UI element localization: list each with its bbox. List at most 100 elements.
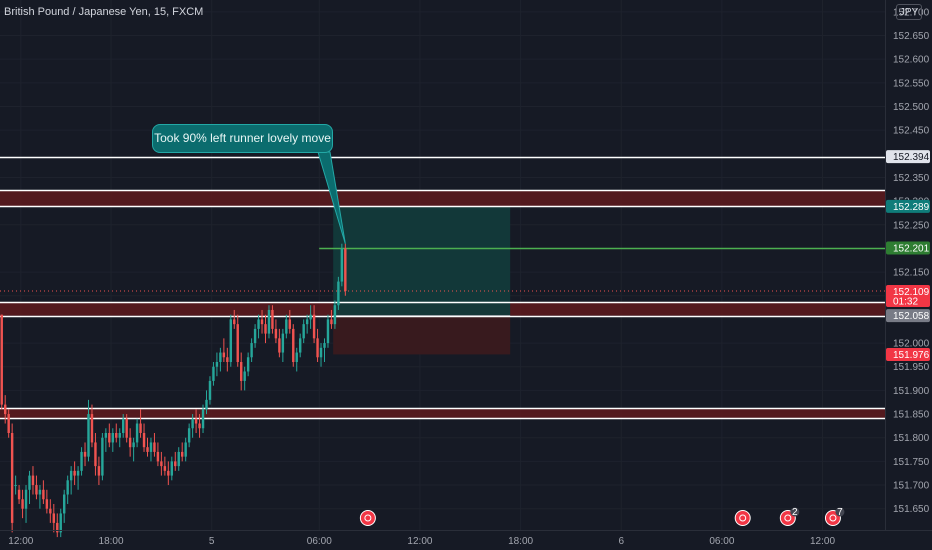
candle-body [139,423,142,433]
event-marker[interactable]: 7 [824,507,845,526]
candle [118,428,121,448]
time-tick-label: 18:00 [508,536,533,547]
candle-body [260,319,264,325]
candle [56,513,59,538]
candle-body [219,352,222,363]
candle-body [0,314,3,405]
price-tick-label: 152.600 [893,55,930,66]
annotation-callout[interactable]: Took 90% left runner lovely move [152,124,333,153]
event-icon-inner [364,514,372,522]
candle-body [208,380,212,400]
candle-body [108,432,111,443]
event-icon[interactable] [359,510,376,526]
price-badge-bg [886,150,930,164]
candle [160,451,163,476]
price-tick-label: 152.650 [893,31,930,42]
candle-body [205,399,208,410]
candle [80,447,83,476]
candle-body [125,418,128,438]
candle [271,305,274,334]
price-badge-bg [886,285,930,307]
candle [288,309,292,334]
candle [3,395,7,424]
candle-body [52,513,56,523]
candle-body [104,432,108,438]
candle-body [198,423,201,429]
price-badge: 152.058 [886,309,930,323]
event-marker[interactable] [359,510,376,526]
candle-body [274,328,278,339]
price-badge: 152.201 [886,241,930,255]
candle-body [167,470,170,476]
candle [326,314,330,348]
price-tick-label: 152.550 [893,78,930,89]
candle [330,309,333,329]
candle [174,451,177,471]
candle [62,489,66,523]
price-badge-bg [886,347,930,361]
price-tick-label: 152.350 [893,173,930,184]
candle [267,305,271,339]
candle [108,423,111,448]
candle-body [132,442,135,448]
event-icon-inner [784,514,792,522]
currency-button[interactable]: JPY [896,4,922,20]
price-tick-label: 151.700 [893,481,930,492]
candle-body [142,432,146,448]
symbol-title[interactable]: British Pound / Japanese Yen, 15, FXCM [4,6,204,18]
price-badge-label: 151.976 [893,350,930,361]
candle-body [187,428,191,443]
candle [323,338,326,363]
price-badge-label: 152.201 [893,243,930,254]
candle-body [305,319,309,325]
price-tick-label: 152.150 [893,268,930,279]
stop-loss-area[interactable] [333,315,511,355]
candle-body [229,319,233,363]
candle-body [128,437,132,448]
candle-body [62,494,66,514]
candle-body [215,362,219,367]
candle-body [184,442,187,457]
event-marker[interactable] [734,510,751,526]
candle-body [222,352,226,358]
candle [167,461,170,486]
candle [274,319,278,344]
price-tick-label: 152.450 [893,126,930,137]
event-icon[interactable] [734,510,751,526]
candle-body [330,319,333,325]
candle [236,314,239,367]
candle-body [17,489,21,500]
event-marker[interactable]: 2 [779,507,800,526]
candle [281,328,285,363]
candle [305,314,309,334]
candle [302,319,305,344]
candle-body [73,470,76,476]
candle [333,300,337,329]
candle [135,418,139,448]
candle [344,243,347,296]
time-axis[interactable]: 12:00 18:00 5 06:00 12:00 18:00 6 06:00 12:00 [8,536,835,547]
time-tick-label: 18:00 [99,536,124,547]
candle [42,480,45,504]
long-position-tool[interactable] [333,206,511,355]
horizontal-lines[interactable] [0,156,885,420]
candle-body [153,442,156,452]
candle [111,428,115,452]
candle-body [326,319,330,344]
candle-body [226,357,229,363]
candle [125,414,128,443]
candle [246,352,250,377]
profit-target-area[interactable] [333,206,511,316]
candle [115,423,118,443]
candle [31,466,35,495]
candle [264,314,267,344]
candle [340,243,344,287]
candle [243,366,246,391]
candle [139,409,142,438]
candle [278,328,281,358]
candle-body [163,466,167,471]
candle [28,470,31,504]
candle [94,432,97,476]
